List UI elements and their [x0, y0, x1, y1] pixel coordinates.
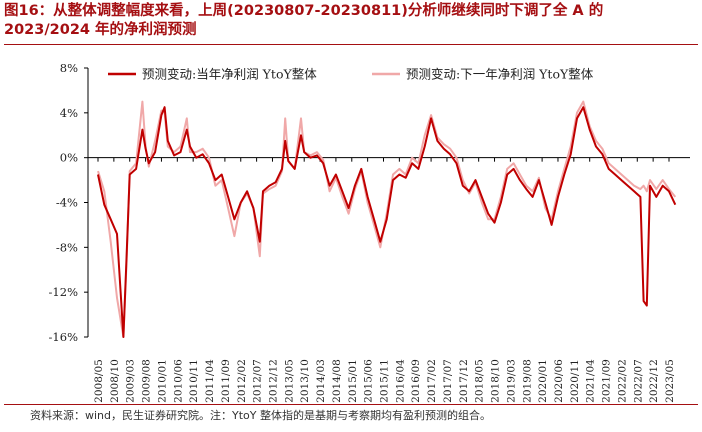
- x-axis: 2008/05 2008/10 2009/03 2009/08 2010/01 2010/…: [88, 157, 690, 403]
- x-tick-label: 2022/02: [616, 359, 628, 403]
- x-tick-label: 2020/06: [553, 359, 565, 403]
- x-tick-label: 2009/03: [125, 359, 137, 403]
- x-tick-label: 2018/05: [474, 359, 486, 403]
- chart-title: 图16：从整体调整幅度来看，上周(20230807-20230811)分析师继续…: [4, 2, 698, 40]
- x-tick-label: 2014/03: [315, 359, 327, 403]
- x-tick-label: 2020/11: [569, 359, 581, 403]
- x-tick-label: 2022/12: [648, 359, 660, 403]
- legend-label-current-year: 预测变动:当年净利润 YtoY整体: [142, 67, 317, 82]
- x-tick-label: 2010/06: [172, 359, 184, 403]
- series-layer: [97, 100, 677, 338]
- x-tick-label: 2021/09: [601, 359, 613, 403]
- x-tick-label: 2017/07: [442, 359, 454, 403]
- x-tick-label: 2010/11: [188, 359, 200, 403]
- y-tick-label: -16%: [49, 330, 79, 344]
- source-footnote: 资料来源：wind，民生证券研究院。注：YtoY 整体指的是基期与考察期均有盈利…: [30, 409, 491, 422]
- series-line-next-year: [97, 100, 677, 338]
- x-tick-label: 2013/10: [299, 359, 311, 403]
- x-tick-label: 2023/05: [664, 359, 676, 403]
- line-chart: 8% 4% 0% -4% -8% -12% -16% 2008/05 2008/10 2009/…: [49, 61, 690, 403]
- x-tick-label: 2021/04: [585, 359, 597, 403]
- x-tick-label: 2020/01: [537, 359, 549, 403]
- x-tick-label: 2017/02: [426, 359, 438, 403]
- x-tick-label: 2019/08: [521, 359, 533, 403]
- y-tick-label: 4%: [60, 106, 78, 120]
- y-axis: 8% 4% 0% -4% -8% -12% -16%: [49, 61, 89, 344]
- x-tick-label: 2022/07: [632, 359, 644, 403]
- y-tick-label: 0%: [60, 151, 78, 165]
- footnote-divider: [4, 404, 698, 405]
- x-tick-label: 2010/01: [156, 359, 168, 403]
- x-tick-label: 2008/05: [93, 359, 105, 403]
- x-tick-label: 2015/11: [379, 359, 391, 403]
- x-tick-label: 2016/04: [394, 359, 406, 403]
- x-tick-label: 2012/12: [267, 359, 279, 403]
- x-tick-label: 2011/04: [204, 359, 216, 403]
- x-tick-label: 2015/01: [347, 359, 359, 403]
- x-tick-label: 2017/12: [458, 359, 470, 403]
- x-tick-label: 2011/09: [220, 359, 232, 403]
- legend: 预测变动:当年净利润 YtoY整体 预测变动:下一年净利润 YtoY整体: [108, 67, 594, 82]
- y-tick-label: -4%: [56, 196, 78, 210]
- series-line-current-year: [97, 106, 677, 338]
- x-tick-label: 2019/03: [505, 359, 517, 403]
- y-tick-label: 8%: [60, 61, 78, 75]
- chart-title-line-2: 2023/2024 年的净利润预测: [4, 22, 197, 38]
- x-tick-label: 2012/02: [236, 359, 248, 403]
- y-tick-label: -12%: [49, 285, 79, 299]
- x-tick-label: 2013/05: [283, 359, 295, 403]
- x-tick-label: 2009/08: [141, 359, 153, 403]
- x-tick-label: 2008/10: [109, 359, 121, 403]
- y-tick-label: -8%: [56, 240, 78, 254]
- title-divider: [4, 44, 698, 45]
- x-tick-label: 2018/10: [490, 359, 502, 403]
- x-tick-label: 2016/09: [410, 359, 422, 403]
- x-tick-label: 2012/07: [252, 359, 264, 403]
- chart-title-line-1: 图16：从整体调整幅度来看，上周(20230807-20230811)分析师继续…: [4, 3, 604, 19]
- legend-label-next-year: 预测变动:下一年净利润 YtoY整体: [406, 67, 594, 82]
- x-tick-label: 2015/06: [363, 359, 375, 403]
- x-tick-label: 2014/08: [331, 359, 343, 403]
